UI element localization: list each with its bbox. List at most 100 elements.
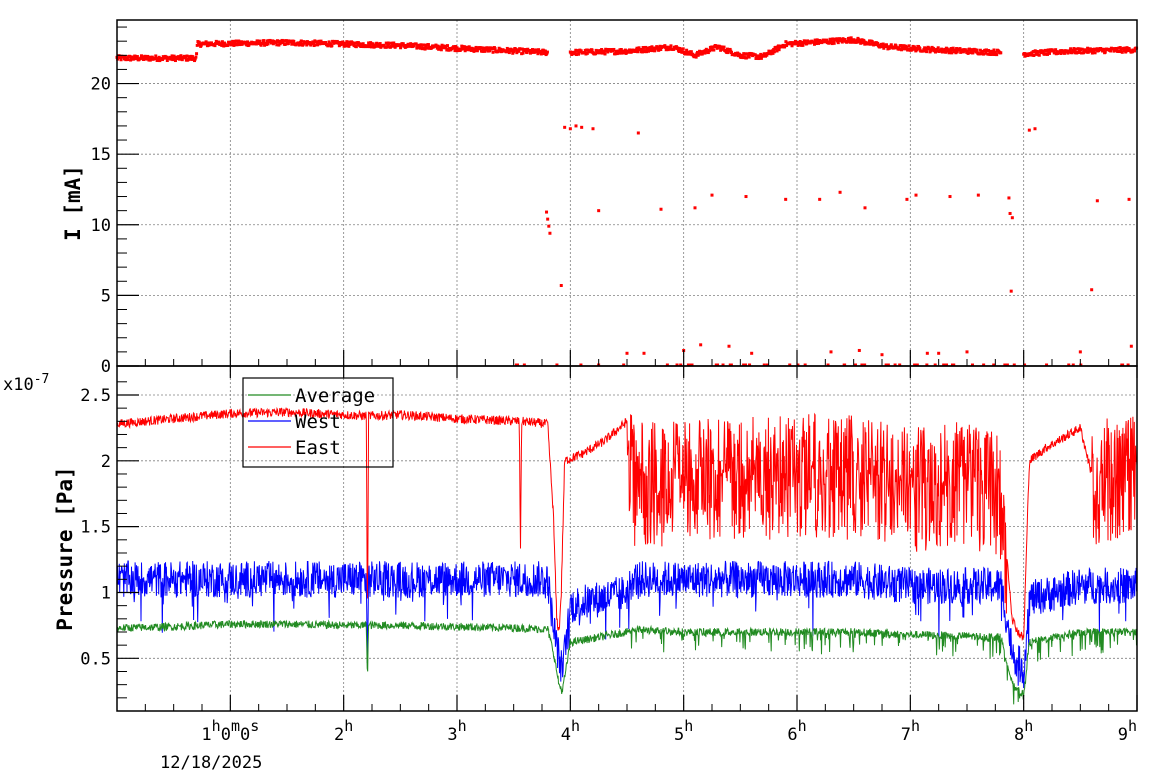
current-zero-point	[1120, 363, 1124, 367]
current-data-point	[507, 51, 511, 55]
current-data-point	[650, 45, 654, 49]
current-data-point	[142, 56, 146, 60]
current-data-point	[165, 58, 169, 62]
current-scatter-point	[574, 124, 578, 128]
current-zero-point	[992, 363, 996, 367]
time-axis-tick-label: 2h	[334, 717, 353, 745]
current-data-point	[598, 51, 602, 55]
current-data-point	[244, 40, 248, 44]
current-data-point	[133, 54, 137, 58]
current-zero-point	[826, 363, 830, 367]
current-data-point	[589, 50, 593, 54]
time-axis-tick-hour: 7	[901, 725, 911, 745]
current-zero-point	[913, 363, 917, 367]
time-axis-tick-label: 1h0m0s	[201, 717, 259, 745]
west-pressure-line	[116, 560, 1138, 689]
current-data-point	[1041, 49, 1045, 53]
current-data-point	[462, 47, 466, 51]
current-data-point	[343, 41, 347, 45]
current-data-point	[876, 41, 880, 45]
current-data-point	[228, 40, 232, 44]
current-data-point	[637, 46, 641, 50]
current-zero-point	[689, 363, 693, 367]
current-data-point	[368, 43, 372, 47]
current-data-point	[946, 49, 950, 53]
pressure-y-tick-label: 1.5	[80, 518, 111, 538]
current-data-point	[539, 52, 543, 56]
current-data-point	[312, 44, 316, 48]
current-data-point	[1093, 51, 1097, 55]
current-data-point	[649, 48, 653, 52]
current-scatter-point	[925, 351, 929, 355]
current-scatter-point	[547, 224, 551, 228]
current-data-point	[406, 42, 410, 46]
current-data-point	[902, 47, 906, 51]
current-data-point	[422, 43, 426, 47]
current-zero-point	[522, 363, 526, 367]
current-data-point	[630, 50, 634, 54]
current-data-point	[738, 53, 742, 57]
time-axis-tick-label: 4h	[561, 717, 580, 745]
current-data-point	[899, 44, 903, 48]
current-scatter-point	[857, 348, 861, 352]
current-data-point	[678, 46, 682, 50]
current-data-point	[585, 51, 589, 55]
current-data-point	[385, 45, 389, 49]
current-data-point	[1036, 50, 1040, 54]
current-data-point	[619, 48, 623, 52]
current-data-point	[992, 48, 996, 52]
current-data-point	[861, 41, 865, 45]
current-zero-point	[942, 363, 946, 367]
current-data-point	[414, 42, 418, 46]
pressure-y-tick-label: 2.5	[80, 386, 111, 406]
current-data-point	[387, 42, 391, 46]
current-data-point	[529, 50, 533, 54]
current-data-point	[235, 43, 239, 47]
current-data-point	[226, 43, 230, 47]
current-data-point	[1082, 51, 1086, 55]
current-data-point	[912, 45, 916, 49]
current-data-point	[933, 50, 937, 54]
current-data-point	[1102, 47, 1106, 51]
current-scatter-point	[863, 206, 867, 210]
current-data-point	[392, 41, 396, 45]
current-zero-point	[886, 363, 890, 367]
current-zero-point	[679, 363, 683, 367]
current-data-point	[1022, 52, 1026, 56]
current-data-point	[1109, 49, 1113, 53]
legend-label-average: Average	[295, 385, 375, 407]
current-data-point	[382, 43, 386, 47]
current-data-point	[236, 41, 240, 45]
time-axis-date: 12/18/2025	[160, 753, 262, 773]
current-data-point	[1068, 48, 1072, 52]
current-data-point	[880, 45, 884, 49]
current-data-point	[759, 52, 763, 56]
time-axis-tick-label: 9h	[1118, 717, 1137, 745]
current-data-point	[281, 41, 285, 45]
current-data-point	[439, 48, 443, 52]
time-axis-tick-label: 8h	[1014, 717, 1033, 745]
current-data-point	[790, 44, 794, 48]
current-data-point	[893, 46, 897, 50]
current-data-point	[262, 39, 266, 43]
current-data-point	[831, 37, 835, 41]
current-data-point	[590, 48, 594, 52]
current-data-point	[955, 50, 959, 54]
current-data-point	[1118, 50, 1122, 54]
current-data-point	[925, 50, 929, 54]
current-data-point	[1069, 47, 1073, 51]
current-zero-point	[729, 363, 733, 367]
current-data-point	[900, 45, 904, 49]
current-data-point	[399, 46, 403, 50]
current-data-point	[747, 55, 751, 59]
current-data-point	[185, 54, 189, 58]
current-data-point	[1056, 51, 1060, 55]
current-data-point	[467, 45, 471, 49]
current-data-point	[528, 49, 532, 53]
current-data-point	[1062, 51, 1066, 55]
current-data-point	[728, 47, 732, 51]
current-data-point	[407, 44, 411, 48]
current-data-point	[1048, 51, 1052, 55]
current-data-point	[545, 50, 549, 54]
current-data-point	[1046, 48, 1050, 52]
